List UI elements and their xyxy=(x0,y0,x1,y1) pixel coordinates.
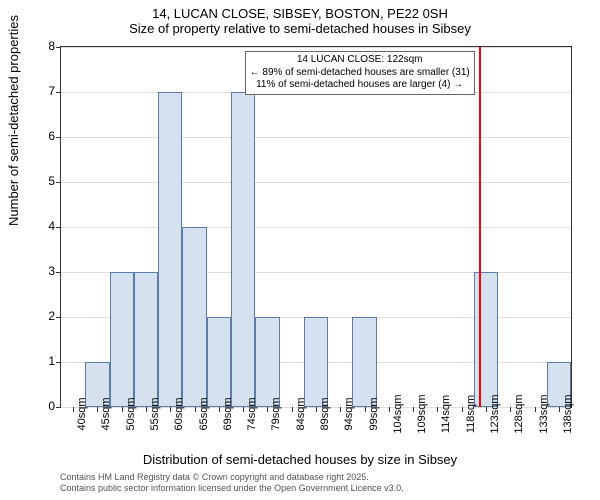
annotation-box: 14 LUCAN CLOSE: 122sqm← 89% of semi-deta… xyxy=(245,51,475,95)
xtick-mark xyxy=(316,407,317,412)
xtick-label: 55sqm xyxy=(149,397,161,430)
x-axis-label: Distribution of semi-detached houses by … xyxy=(0,452,600,467)
footer-line-2: Contains public sector information licen… xyxy=(60,483,404,494)
xtick-label: 109sqm xyxy=(416,394,428,433)
histogram-bar xyxy=(207,317,231,407)
xtick-mark xyxy=(267,407,268,412)
ytick-label: 7 xyxy=(15,84,55,98)
xtick-label: 84sqm xyxy=(295,397,307,430)
annotation-line: 11% of semi-detached houses are larger (… xyxy=(250,79,470,92)
xtick-mark xyxy=(170,407,171,412)
xtick-label: 133sqm xyxy=(538,394,550,433)
xtick-mark xyxy=(365,407,366,412)
histogram-bar xyxy=(134,272,158,407)
xtick-label: 123sqm xyxy=(489,394,501,433)
ytick-label: 8 xyxy=(15,39,55,53)
xtick-mark xyxy=(437,407,438,412)
ytick-label: 0 xyxy=(15,399,55,413)
xtick-mark xyxy=(486,407,487,412)
ytick-mark xyxy=(56,47,61,48)
footer-attribution: Contains HM Land Registry data © Crown c… xyxy=(60,472,404,494)
plot-area: 14 LUCAN CLOSE: 122sqm← 89% of semi-deta… xyxy=(60,46,572,408)
xtick-mark xyxy=(292,407,293,412)
xtick-mark xyxy=(219,407,220,412)
histogram-bar xyxy=(255,317,279,407)
ytick-mark xyxy=(56,137,61,138)
xtick-label: 69sqm xyxy=(222,397,234,430)
xtick-label: 79sqm xyxy=(270,397,282,430)
ytick-label: 5 xyxy=(15,174,55,188)
ytick-mark xyxy=(56,272,61,273)
xtick-label: 65sqm xyxy=(198,397,210,430)
gridline xyxy=(61,227,571,228)
ytick-label: 2 xyxy=(15,309,55,323)
histogram-bar xyxy=(110,272,134,407)
gridline xyxy=(61,182,571,183)
annotation-line: 14 LUCAN CLOSE: 122sqm xyxy=(250,54,470,67)
annotation-line: ← 89% of semi-detached houses are smalle… xyxy=(250,67,470,80)
xtick-label: 60sqm xyxy=(173,397,185,430)
xtick-label: 99sqm xyxy=(368,397,380,430)
xtick-mark xyxy=(243,407,244,412)
chart-container: 14, LUCAN CLOSE, SIBSEY, BOSTON, PE22 0S… xyxy=(0,0,600,500)
xtick-mark xyxy=(97,407,98,412)
xtick-mark xyxy=(340,407,341,412)
ytick-label: 4 xyxy=(15,219,55,233)
xtick-label: 128sqm xyxy=(513,394,525,433)
histogram-bar xyxy=(352,317,376,407)
xtick-mark xyxy=(195,407,196,412)
ytick-mark xyxy=(56,92,61,93)
ytick-mark xyxy=(56,227,61,228)
xtick-mark xyxy=(73,407,74,412)
xtick-label: 104sqm xyxy=(392,394,404,433)
ytick-label: 3 xyxy=(15,264,55,278)
histogram-bar xyxy=(231,92,255,407)
histogram-bar xyxy=(304,317,328,407)
xtick-mark xyxy=(413,407,414,412)
xtick-mark xyxy=(462,407,463,412)
marker-line xyxy=(479,47,481,407)
gridline xyxy=(61,137,571,138)
histogram-bar xyxy=(474,272,498,407)
footer-line-1: Contains HM Land Registry data © Crown c… xyxy=(60,472,404,483)
xtick-mark xyxy=(535,407,536,412)
xtick-label: 138sqm xyxy=(562,394,574,433)
xtick-mark xyxy=(389,407,390,412)
xtick-mark xyxy=(559,407,560,412)
xtick-label: 45sqm xyxy=(100,397,112,430)
xtick-label: 74sqm xyxy=(246,397,258,430)
chart-title-sub: Size of property relative to semi-detach… xyxy=(0,21,600,36)
xtick-mark xyxy=(510,407,511,412)
xtick-mark xyxy=(146,407,147,412)
xtick-label: 114sqm xyxy=(440,395,452,433)
histogram-bar xyxy=(158,92,182,407)
ytick-mark xyxy=(56,407,61,408)
ytick-mark xyxy=(56,182,61,183)
xtick-label: 40sqm xyxy=(76,397,88,430)
xtick-label: 118sqm xyxy=(465,395,477,433)
ytick-mark xyxy=(56,362,61,363)
xtick-mark xyxy=(122,407,123,412)
xtick-label: 94sqm xyxy=(343,397,355,430)
xtick-label: 89sqm xyxy=(319,397,331,430)
gridline xyxy=(61,47,571,48)
ytick-mark xyxy=(56,317,61,318)
histogram-bar xyxy=(182,227,206,407)
chart-title-main: 14, LUCAN CLOSE, SIBSEY, BOSTON, PE22 0S… xyxy=(0,0,600,21)
ytick-label: 1 xyxy=(15,354,55,368)
ytick-label: 6 xyxy=(15,129,55,143)
xtick-label: 50sqm xyxy=(125,397,137,430)
